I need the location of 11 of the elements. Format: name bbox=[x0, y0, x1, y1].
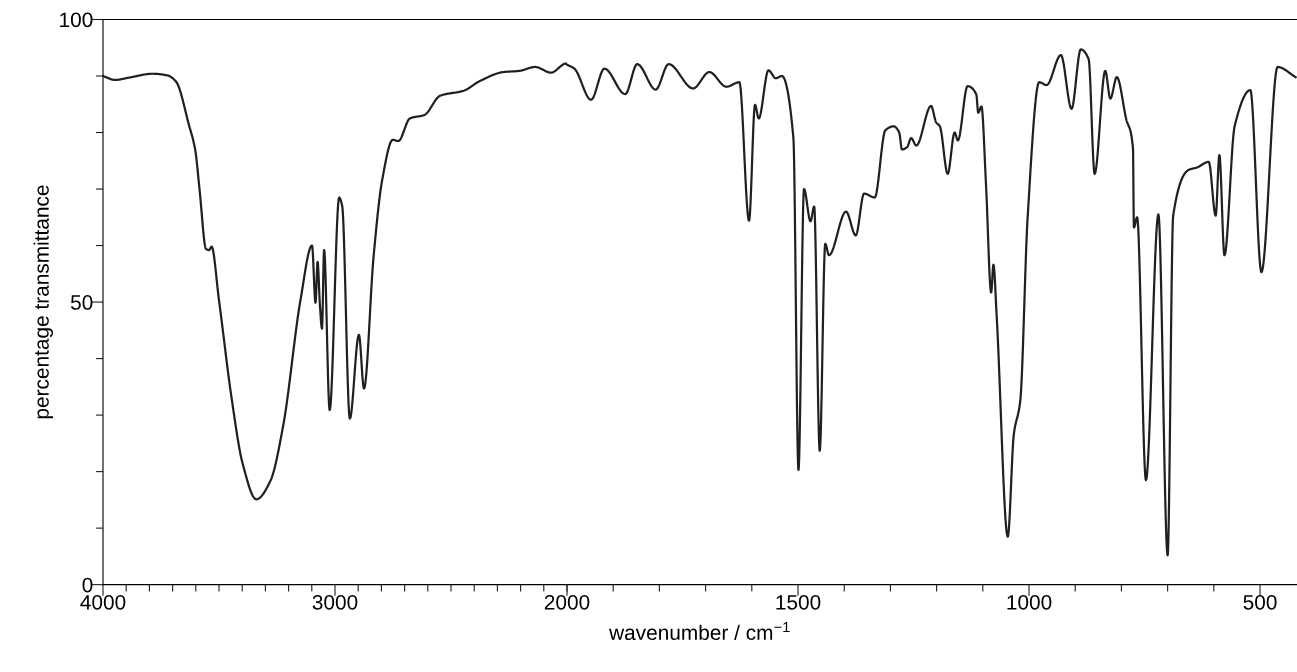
y-tick-label: 100 bbox=[60, 12, 93, 28]
x-axis-title: wavenumber / cm$^{−1}$ bbox=[609, 622, 790, 641]
y-tick-label: 0 bbox=[82, 577, 93, 593]
y-tick-label: 50 bbox=[70, 295, 93, 310]
y-axis-title: percentage transmittance bbox=[33, 185, 53, 419]
x-tick-label: 2000 bbox=[544, 594, 590, 610]
x-tick-label: 4000 bbox=[80, 594, 126, 610]
x-tick-label: 500 bbox=[1243, 594, 1277, 610]
x-tick-label: 3000 bbox=[312, 594, 358, 610]
x-tick-label: 1500 bbox=[776, 594, 821, 610]
x-tick-label: 1000 bbox=[1007, 594, 1052, 610]
